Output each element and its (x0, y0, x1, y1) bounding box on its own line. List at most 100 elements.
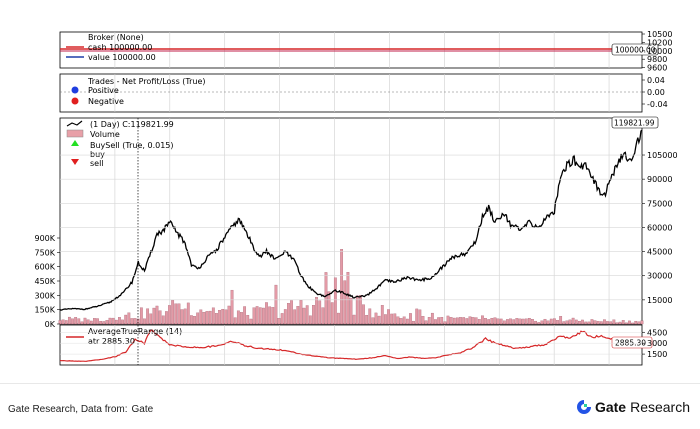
volume-bar (402, 316, 406, 325)
volume-bar (496, 318, 500, 325)
volume-bar (155, 305, 159, 325)
volume-bar (449, 317, 453, 325)
volume-bar (346, 272, 350, 325)
volume-bar (146, 308, 150, 325)
volume-bar (621, 320, 625, 325)
volume-ytick-label: 150K (34, 306, 55, 315)
broker-value-tag: 100000.00 (611, 43, 659, 56)
volume-bar (296, 306, 300, 325)
volume-bar (459, 317, 462, 325)
price-legend-buy-marker (71, 140, 79, 146)
volume-bar (612, 319, 616, 325)
volume-bar (606, 321, 609, 325)
broker-ytick-label: 10000 (647, 47, 672, 56)
volume-bar (343, 280, 347, 325)
atr-ytick-label: 1500 (647, 350, 667, 359)
price-legend-sell-marker (71, 159, 79, 165)
volume-bar (434, 319, 437, 325)
volume-bar (208, 310, 212, 325)
volume-bar (368, 308, 372, 325)
volume-bar (152, 307, 156, 325)
volume-bar (443, 321, 447, 325)
volume-bar (487, 319, 491, 325)
price-yticks-right: 105000 90000 75000 60000 45000 30000 15000 (60, 151, 678, 305)
volume-bar (271, 307, 275, 325)
volume-bar (506, 319, 509, 325)
volume-bar (246, 314, 250, 325)
volume-bar (618, 321, 622, 325)
volume-bar (349, 297, 353, 325)
volume-bar (537, 322, 541, 325)
volume-bar (399, 318, 403, 325)
volume-bar (243, 306, 247, 325)
volume-bar (287, 303, 290, 325)
volume-bar (174, 303, 178, 325)
volume-bar (474, 317, 478, 325)
volume-bar (518, 318, 522, 325)
volume-bar (365, 314, 369, 325)
volume-bar (603, 319, 606, 325)
volume-ytick-label: 750K (34, 248, 55, 257)
volume-bar (418, 309, 422, 325)
volume-bar (321, 307, 325, 325)
volume-bar (171, 300, 175, 325)
volume-bar (502, 320, 506, 325)
volume-bar (127, 312, 131, 325)
volume-bar (149, 313, 153, 325)
volume-bar (96, 318, 99, 325)
volume-bar (515, 318, 519, 325)
volume-ytick-label: 300K (34, 291, 55, 300)
volume-bar (590, 319, 594, 325)
atr-line (59, 329, 643, 362)
volume-bar (446, 315, 450, 325)
price-legend-sell: sell (90, 159, 104, 168)
volume-bar (409, 313, 412, 325)
trades-legend-title: Trades - Net Profit/Loss (True) (87, 77, 206, 86)
volume-bars (58, 249, 644, 325)
volume-bar (268, 306, 272, 325)
volume-bar (261, 307, 265, 325)
volume-bar (440, 317, 444, 325)
volume-bar (552, 318, 556, 325)
volume-bar (427, 317, 431, 325)
volume-bar (596, 321, 600, 325)
volume-bar (499, 318, 503, 325)
trades-legend-negative-marker (71, 97, 79, 105)
volume-bar (312, 305, 315, 325)
volume-bar (568, 319, 572, 325)
volume-bar (118, 317, 121, 325)
volume-bar (481, 315, 484, 325)
broker-ytick-label: 9600 (647, 64, 667, 73)
volume-bar (396, 316, 400, 325)
volume-bar (424, 320, 428, 325)
volume-bar (274, 284, 278, 325)
trades-legend-positive-marker (71, 86, 79, 94)
volume-ytick-label: 900K (34, 234, 55, 243)
volume-bar (340, 249, 344, 325)
volume-bar (437, 317, 441, 325)
gate-logo-icon (576, 400, 591, 414)
backtest-chart: Broker (None) cash 100000.00 value 10000… (34, 30, 678, 366)
volume-bar (556, 320, 559, 325)
volume-bar (102, 321, 106, 325)
volume-bar (130, 318, 134, 325)
volume-bar (305, 305, 309, 325)
price-ytick-label: 90000 (647, 175, 672, 184)
volume-bar (193, 316, 196, 325)
volume-bar (599, 321, 603, 325)
trades-ytick-label: -0.04 (647, 100, 668, 109)
price-grid (114, 118, 610, 324)
brand-name: Gate (594, 399, 627, 415)
volume-bar (86, 319, 90, 325)
volume-bar (224, 309, 228, 325)
volume-bar (299, 300, 303, 325)
volume-bar (308, 315, 312, 325)
volume-bar (83, 317, 87, 325)
volume-bar (581, 319, 584, 325)
trades-legend-positive: Positive (88, 86, 119, 95)
volume-bar (384, 314, 387, 325)
price-legend-close: (1 Day) C:119821.99 (90, 120, 174, 129)
footer-source-label: Gate Research, Data from: (8, 404, 128, 415)
volume-bar (161, 315, 165, 325)
broker-panel: Broker (None) cash 100000.00 value 10000… (59, 30, 672, 73)
